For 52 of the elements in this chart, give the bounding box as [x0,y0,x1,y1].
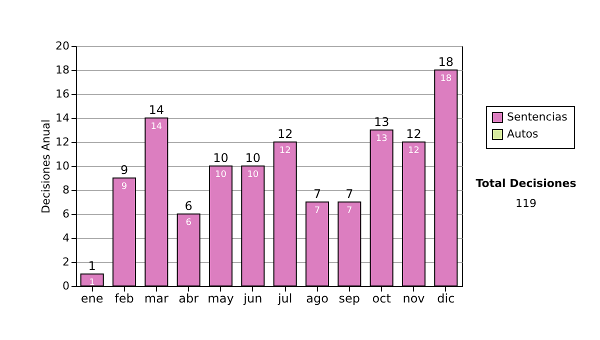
total-label: 12 [406,127,422,141]
data-label: 6 [186,218,192,228]
y-tick-label: 16 [56,88,70,100]
data-label: 7 [314,206,320,216]
total-label: 12 [277,127,293,141]
data-label: 10 [247,170,259,180]
total-label: 7 [346,187,354,201]
y-tick-label: 6 [62,208,70,220]
y-tick-label: 2 [62,256,70,268]
y-tick-label: 20 [56,40,70,52]
x-tick-label: mar [144,292,168,306]
total-label: 9 [120,163,128,177]
y-tick-label: 8 [62,184,70,196]
y-tick-label: 18 [56,64,70,76]
total-label: 18 [438,55,454,69]
y-tick-label: 0 [62,280,70,292]
y-tick-label: 12 [56,136,70,148]
total-label: 10 [245,151,261,165]
total-label: 14 [148,103,164,117]
data-label: 14 [150,122,162,132]
x-tick-label: feb [114,292,134,306]
total-label: 7 [313,187,322,201]
data-label: 9 [121,182,128,192]
total-label: 10 [213,151,228,165]
x-tick-label: abr [178,292,199,306]
total-label: 1 [88,259,96,273]
x-tick-label: oct [372,292,392,306]
x-tick-label: ago [306,292,328,306]
x-tick-label: jul [276,292,292,306]
x-tick-label: nov [402,292,425,306]
data-label: 18 [440,74,452,84]
data-label: 12 [279,146,291,156]
text: 119 [516,197,536,210]
data-label: 12 [408,146,420,156]
y-tick-label: 10 [56,160,70,172]
x-tick-label: dic [437,292,455,306]
x-tick-label: ene [80,292,104,306]
y-tick-label: 14 [56,112,70,124]
y-axis-title: Decisiones Anual [40,119,53,214]
x-tick-label: may [208,292,234,306]
data-label: 1 [89,278,95,288]
total-label: 13 [374,115,390,129]
total-label: 6 [184,199,192,213]
data-label: 10 [215,170,227,180]
legend-label: Autos [507,128,539,140]
x-tick-label: jun [242,292,262,306]
data-label: 13 [376,134,388,144]
legend-label: Sentencias [507,110,568,124]
y-tick-label: 4 [62,232,70,244]
x-tick-label: sep [338,292,360,306]
data-label: 7 [346,206,352,216]
text: Total Decisiones [476,177,577,190]
